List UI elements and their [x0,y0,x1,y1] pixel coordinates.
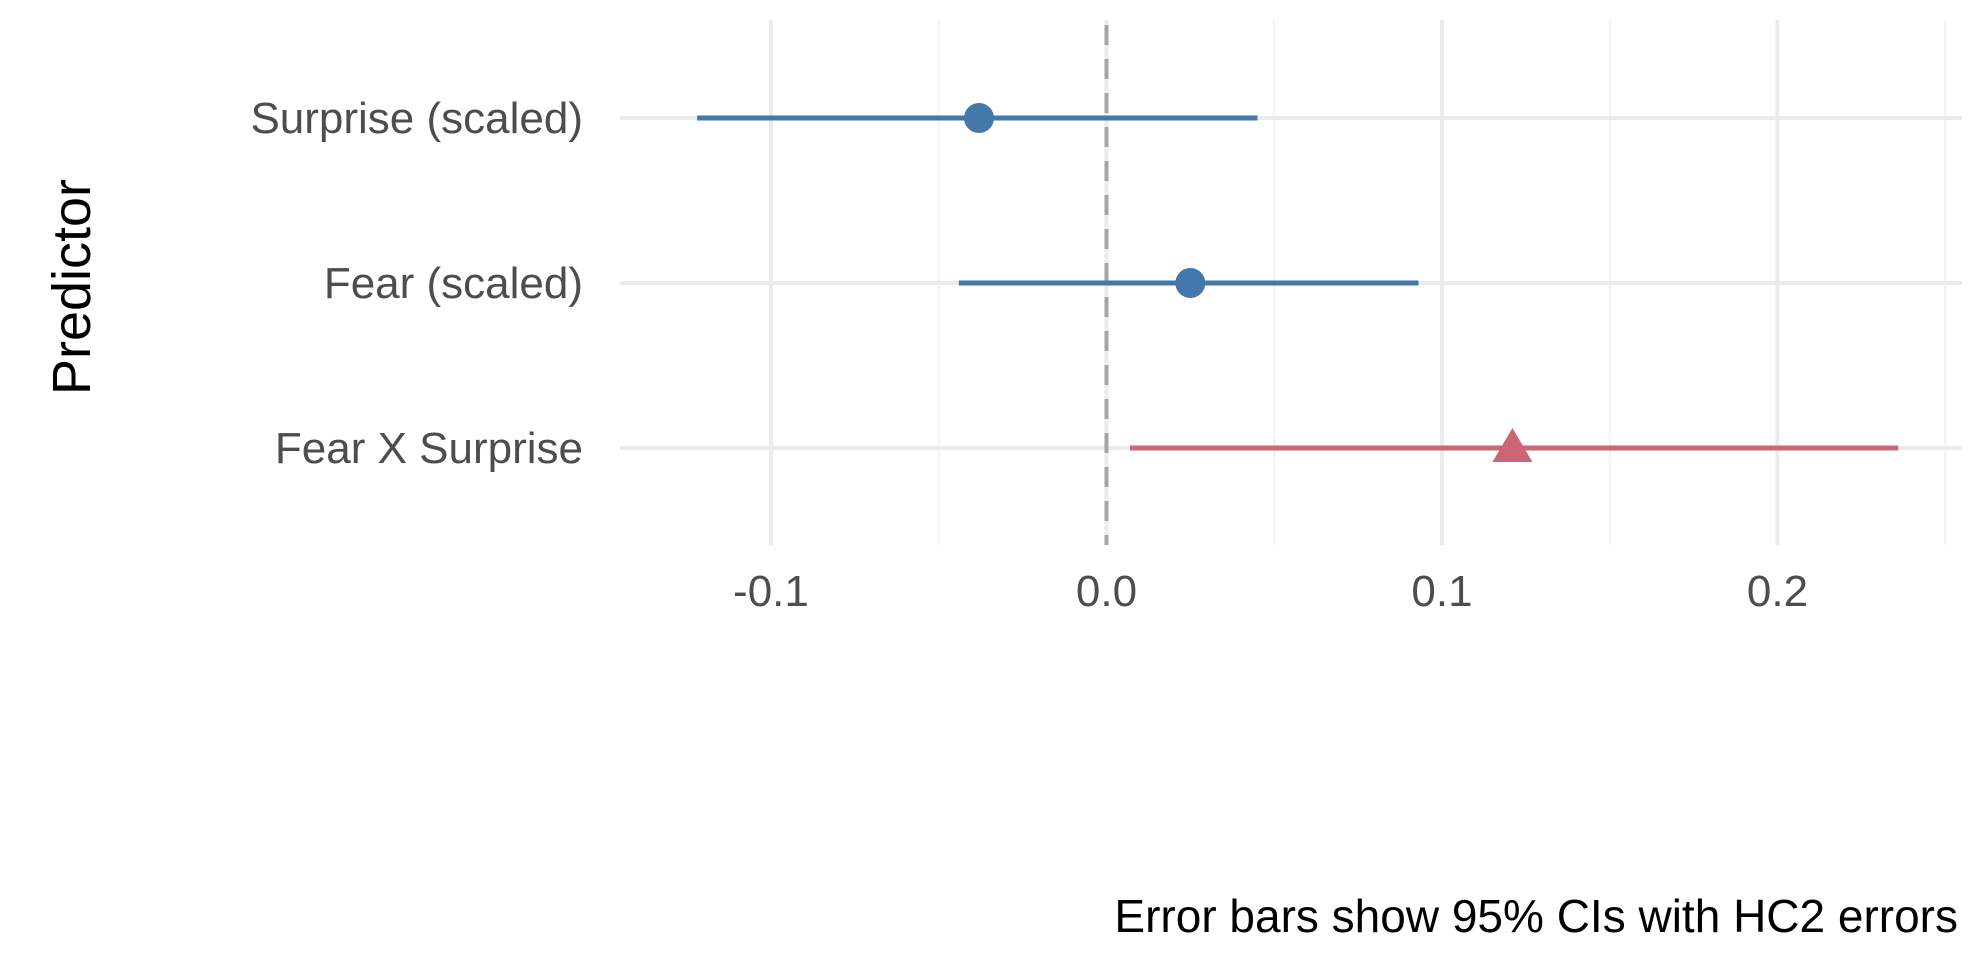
point-estimate-triangle [1492,428,1533,462]
y-axis-title: Predictor [42,179,102,395]
x-tick-label: 0.0 [1076,567,1137,616]
x-tick-label: -0.1 [733,567,809,616]
y-tick-label: Fear (scaled) [324,259,583,308]
point-estimate-circle [963,103,994,133]
x-tick-label: 0.2 [1747,567,1808,616]
point-estimate-circle [1175,268,1206,298]
chart-caption: Error bars show 95% CIs with HC2 errors [1114,890,1958,942]
labels-layer: Surprise (scaled) Fear (scaled) Fear X Sur… [250,94,1808,616]
y-tick-label: Surprise (scaled) [250,94,583,143]
y-tick-label: Fear X Surprise [275,424,583,473]
x-tick-label: 0.1 [1411,567,1472,616]
marks-layer [697,103,1899,462]
